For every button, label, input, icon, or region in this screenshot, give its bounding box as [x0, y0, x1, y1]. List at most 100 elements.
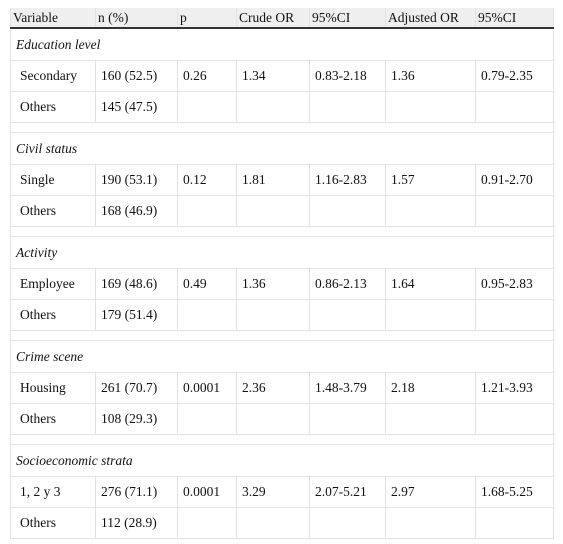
- cell: 112 (28.9): [95, 507, 178, 539]
- spacer-row: [10, 330, 554, 341]
- empty-cell: [385, 403, 476, 435]
- section-title: Activity: [10, 236, 554, 269]
- cell: 0.0001: [177, 476, 237, 508]
- cell: 1, 2 y 3: [10, 476, 96, 508]
- results-table: Variable n (%) p Crude OR 95%CI Adjusted OR 95…: [10, 8, 554, 539]
- cell: 1.36: [236, 268, 310, 300]
- cell: 160 (52.5): [95, 60, 178, 92]
- empty-cell: [309, 507, 386, 539]
- cell: 1.34: [236, 60, 310, 92]
- cell: 0.0001: [177, 372, 237, 404]
- empty-cell: [475, 403, 554, 435]
- section-title: Socioeconomic strata: [10, 444, 554, 477]
- cell: 2.18: [385, 372, 476, 404]
- cell: Secondary: [10, 60, 96, 92]
- cell: 261 (70.7): [95, 372, 178, 404]
- empty-cell: [475, 91, 554, 123]
- data-row: Others 179 (51.4): [10, 299, 554, 331]
- cell: 0.95-2.83: [475, 268, 554, 300]
- section-title: Civil status: [10, 132, 554, 165]
- column-header: p: [177, 8, 237, 29]
- cell: Others: [10, 91, 96, 123]
- column-header: 95%CI: [475, 8, 554, 29]
- spacer-cell: [10, 122, 554, 133]
- empty-cell: [177, 403, 237, 435]
- cell: Housing: [10, 372, 96, 404]
- empty-cell: [309, 299, 386, 331]
- cell: 1.64: [385, 268, 476, 300]
- section-row: Crime scene: [10, 340, 554, 373]
- empty-cell: [475, 507, 554, 539]
- data-row: Secondary 160 (52.5) 0.26 1.34 0.83-2.18 1.36…: [10, 60, 554, 92]
- cell: 1.68-5.25: [475, 476, 554, 508]
- table-body: Education level Secondary 160 (52.5) 0.26 1.…: [10, 27, 554, 539]
- empty-cell: [385, 507, 476, 539]
- cell: Employee: [10, 268, 96, 300]
- cell: 179 (51.4): [95, 299, 178, 331]
- data-row: Others 108 (29.3): [10, 403, 554, 435]
- spacer-row: [10, 122, 554, 133]
- empty-cell: [236, 91, 310, 123]
- section-title: Crime scene: [10, 340, 554, 373]
- cell: 0.12: [177, 164, 237, 196]
- cell: 0.79-2.35: [475, 60, 554, 92]
- cell: Others: [10, 299, 96, 331]
- data-row: Others 112 (28.9): [10, 507, 554, 539]
- cell: 1.57: [385, 164, 476, 196]
- data-row: Housing 261 (70.7) 0.0001 2.36 1.48-3.79 2.18…: [10, 372, 554, 404]
- data-row: Others 145 (47.5): [10, 91, 554, 123]
- section-title: Education level: [10, 27, 554, 61]
- cell: Others: [10, 403, 96, 435]
- cell: 1.36: [385, 60, 476, 92]
- cell: 2.07-5.21: [309, 476, 386, 508]
- header-row: Variable n (%) p Crude OR 95%CI Adjusted OR 95…: [10, 8, 554, 29]
- column-header: Variable: [10, 8, 96, 29]
- cell: 168 (46.9): [95, 195, 178, 227]
- empty-cell: [309, 91, 386, 123]
- cell: 2.36: [236, 372, 310, 404]
- empty-cell: [475, 299, 554, 331]
- empty-cell: [385, 91, 476, 123]
- cell: 0.26: [177, 60, 237, 92]
- empty-cell: [309, 195, 386, 227]
- cell: Single: [10, 164, 96, 196]
- cell: 0.49: [177, 268, 237, 300]
- data-row: 1, 2 y 3 276 (71.1) 0.0001 3.29 2.07-5.21 2.9…: [10, 476, 554, 508]
- column-header: Adjusted OR: [385, 8, 476, 29]
- data-row: Single 190 (53.1) 0.12 1.81 1.16-2.83 1.57 0.9…: [10, 164, 554, 196]
- section-row: Civil status: [10, 132, 554, 165]
- cell: 1.16-2.83: [309, 164, 386, 196]
- section-row: Activity: [10, 236, 554, 269]
- cell: Others: [10, 507, 96, 539]
- spacer-row: [10, 226, 554, 237]
- empty-cell: [385, 299, 476, 331]
- cell: 2.97: [385, 476, 476, 508]
- cell: 1.81: [236, 164, 310, 196]
- cell: 190 (53.1): [95, 164, 178, 196]
- empty-cell: [309, 403, 386, 435]
- cell: 0.91-2.70: [475, 164, 554, 196]
- cell: 3.29: [236, 476, 310, 508]
- empty-cell: [475, 195, 554, 227]
- empty-cell: [177, 507, 237, 539]
- column-header: Crude OR: [236, 8, 310, 29]
- cell: Others: [10, 195, 96, 227]
- cell: 169 (48.6): [95, 268, 178, 300]
- empty-cell: [236, 403, 310, 435]
- spacer-cell: [10, 226, 554, 237]
- empty-cell: [385, 195, 476, 227]
- empty-cell: [236, 299, 310, 331]
- cell: 276 (71.1): [95, 476, 178, 508]
- section-row: Education level: [10, 27, 554, 61]
- section-row: Socioeconomic strata: [10, 444, 554, 477]
- empty-cell: [177, 91, 237, 123]
- data-row: Others 168 (46.9): [10, 195, 554, 227]
- data-row: Employee 169 (48.6) 0.49 1.36 0.86-2.13 1.64 0…: [10, 268, 554, 300]
- empty-cell: [236, 195, 310, 227]
- spacer-row: [10, 434, 554, 445]
- cell: 1.48-3.79: [309, 372, 386, 404]
- spacer-cell: [10, 330, 554, 341]
- column-header: n (%): [95, 8, 178, 29]
- cell: 1.21-3.93: [475, 372, 554, 404]
